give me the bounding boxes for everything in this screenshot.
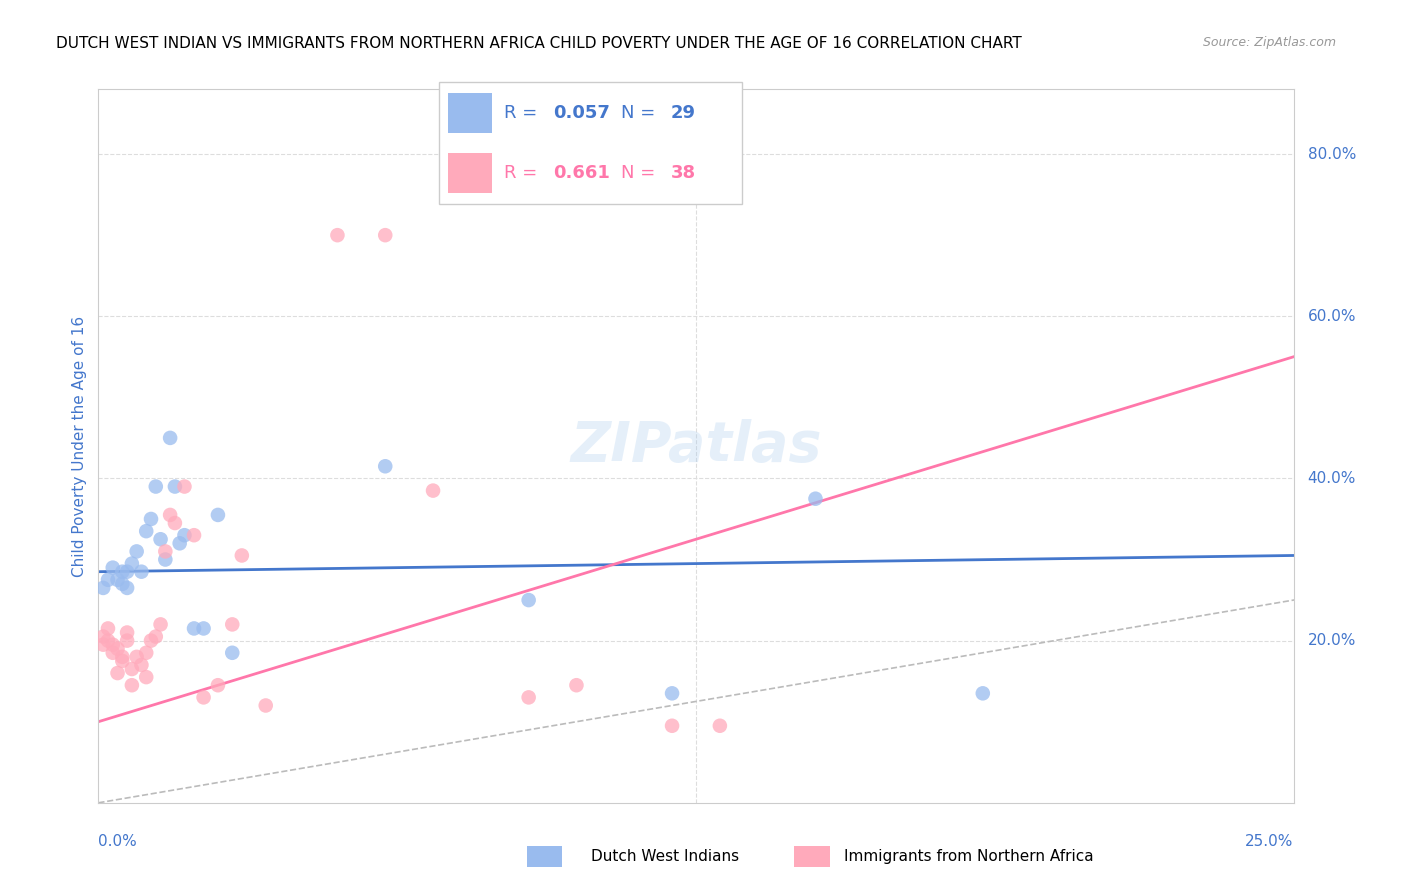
Point [804,491,827,506]
Point [422,483,444,498]
Text: ZIPatlas: ZIPatlas [571,419,821,473]
Point [183,528,205,542]
Point [193,690,215,705]
FancyBboxPatch shape [439,81,742,204]
Point [221,646,243,660]
Point [517,690,540,705]
Point [155,552,177,566]
Point [517,593,540,607]
Point [972,686,994,700]
Point [163,479,186,493]
Text: 25.0%: 25.0% [1246,834,1294,849]
Point [111,654,134,668]
Text: 0.057: 0.057 [554,103,610,121]
Bar [449,93,492,133]
Point [101,638,124,652]
Text: 29: 29 [671,103,696,121]
Point [173,479,195,493]
Point [374,228,396,243]
Point [661,719,683,733]
Point [125,649,148,664]
Point [145,630,167,644]
Point [97,573,120,587]
Bar [449,153,492,193]
Text: Dutch West Indians: Dutch West Indians [591,849,738,863]
Point [107,641,129,656]
Point [661,686,683,700]
Point [111,649,134,664]
Point [135,670,157,684]
Point [163,516,186,530]
Point [121,662,143,676]
Point [111,577,134,591]
Text: 20.0%: 20.0% [1308,633,1355,648]
Text: N =: N = [621,164,661,182]
Text: R =: R = [503,103,543,121]
Point [155,544,177,558]
Point [173,528,195,542]
Point [193,622,215,636]
Text: Source: ZipAtlas.com: Source: ZipAtlas.com [1202,36,1336,49]
Point [183,622,205,636]
Point [221,617,243,632]
Point [565,678,588,692]
Point [145,479,167,493]
Point [91,638,114,652]
Point [149,533,172,547]
Point [125,544,148,558]
Point [115,625,138,640]
Point [131,565,153,579]
Point [101,646,124,660]
Point [169,536,191,550]
Point [149,617,172,632]
Point [131,657,153,672]
Point [121,678,143,692]
Text: 0.661: 0.661 [554,164,610,182]
Point [91,630,114,644]
Point [374,459,396,474]
Point [159,508,181,522]
Point [254,698,277,713]
Text: 80.0%: 80.0% [1308,146,1355,161]
Point [207,678,229,692]
Point [159,431,181,445]
Point [107,573,129,587]
Point [207,508,229,522]
Point [115,565,138,579]
Point [97,633,120,648]
Text: Immigrants from Northern Africa: Immigrants from Northern Africa [844,849,1094,863]
Y-axis label: Child Poverty Under the Age of 16: Child Poverty Under the Age of 16 [72,316,87,576]
Point [231,549,253,563]
Point [326,228,349,243]
Point [111,565,134,579]
Point [101,560,124,574]
Text: DUTCH WEST INDIAN VS IMMIGRANTS FROM NORTHERN AFRICA CHILD POVERTY UNDER THE AGE: DUTCH WEST INDIAN VS IMMIGRANTS FROM NOR… [56,36,1022,51]
Point [135,646,157,660]
Text: R =: R = [503,164,543,182]
Point [121,557,143,571]
Point [115,633,138,648]
Text: 60.0%: 60.0% [1308,309,1355,324]
Point [135,524,157,538]
Text: 38: 38 [671,164,696,182]
Point [709,719,731,733]
Point [107,666,129,681]
Text: N =: N = [621,103,661,121]
Text: 0.0%: 0.0% [98,834,138,849]
Text: 40.0%: 40.0% [1308,471,1355,486]
Point [97,622,120,636]
Point [139,512,162,526]
Point [139,633,162,648]
Point [91,581,114,595]
Point [115,581,138,595]
